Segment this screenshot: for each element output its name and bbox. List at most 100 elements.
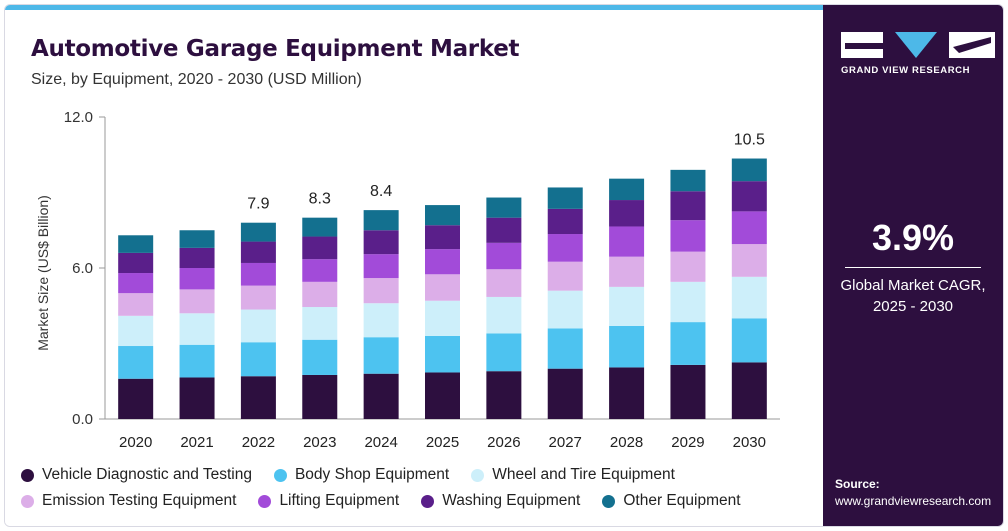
- bar-segment: [425, 249, 460, 275]
- total-value-label: 10.5: [734, 132, 765, 149]
- x-tick-label: 2026: [487, 434, 520, 451]
- bar-segment: [302, 259, 338, 282]
- bar-segment: [363, 373, 399, 419]
- y-tick-label: 6.0: [72, 260, 93, 277]
- bar-segment: [179, 247, 215, 268]
- bar-segment: [547, 187, 583, 209]
- y-tick-label: 12.0: [64, 109, 93, 126]
- bar-segment: [731, 362, 767, 419]
- bar-segment: [486, 242, 522, 270]
- bar-segment: [302, 236, 338, 260]
- bar-segment: [240, 285, 276, 310]
- bar-segment: [425, 335, 460, 373]
- info-sidebar: GRAND VIEW RESEARCH 3.9% Global Market C…: [823, 5, 1003, 526]
- x-tick-label: 2024: [364, 434, 397, 451]
- bar-chart: 0.0 6.0 12.0 Market Size (US$ Billion) 2020 2…: [35, 109, 780, 451]
- source-url: www.grandviewresearch.com: [835, 494, 992, 508]
- bar-segment: [425, 274, 460, 301]
- legend-row: Vehicle Diagnostic and Testing Body Shop …: [21, 462, 821, 488]
- x-tick-label: 2025: [426, 434, 459, 451]
- bar-segment: [486, 217, 522, 243]
- bar-segment: [240, 309, 276, 343]
- chart-title: Automotive Garage Equipment Market: [31, 36, 520, 62]
- total-value-label: 8.3: [309, 191, 331, 208]
- legend-swatch: [21, 468, 34, 482]
- bar-segment: [609, 256, 645, 287]
- bar-segment: [363, 303, 399, 338]
- bar-segment: [670, 322, 706, 365]
- bar-segment: [547, 261, 583, 291]
- bar-segment: [486, 197, 522, 218]
- bar-segment: [731, 211, 767, 245]
- bar-segment: [425, 372, 460, 419]
- cagr-label: Global Market CAGR, 2025 - 2030: [823, 275, 1003, 317]
- bar-segment: [609, 286, 645, 326]
- bar-segment: [609, 367, 645, 419]
- bar-segment: [118, 252, 154, 274]
- x-tick-label: 2028: [610, 434, 643, 451]
- x-tick-label: 2029: [671, 434, 704, 451]
- bar-segment: [179, 268, 215, 290]
- bar-segment: [179, 230, 215, 248]
- infographic-frame: Automotive Garage Equipment Market Size,…: [4, 4, 1004, 527]
- bar-segment: [486, 333, 522, 372]
- bar-segment: [670, 281, 706, 323]
- x-tick-label: 2023: [303, 434, 336, 451]
- bar-segment: [240, 376, 276, 419]
- legend-swatch: [21, 494, 34, 508]
- legend-label: Washing Equipment: [442, 492, 581, 509]
- bar-segment: [425, 300, 460, 336]
- total-value-label: 8.4: [370, 183, 392, 200]
- chart-panel: Automotive Garage Equipment Market Size,…: [5, 10, 823, 526]
- brand-name: GRAND VIEW RESEARCH: [841, 65, 971, 76]
- bar-segment: [547, 290, 583, 329]
- bar-segment: [363, 278, 399, 304]
- x-tick-label: 2021: [180, 434, 213, 451]
- bar-segment: [486, 371, 522, 419]
- bar-segment: [240, 342, 276, 377]
- bar-segment: [179, 313, 215, 345]
- bar-segment: [731, 181, 767, 212]
- legend-label: Lifting Equipment: [279, 492, 400, 509]
- bar-segment: [670, 169, 706, 192]
- bar-segment: [302, 281, 338, 308]
- bar-segment: [547, 368, 583, 419]
- x-tick-label: 2022: [242, 434, 275, 451]
- bar-segment: [547, 208, 583, 235]
- bar-segment: [547, 328, 583, 369]
- bar-segment: [363, 254, 399, 279]
- bar-segment: [118, 346, 154, 379]
- bar-segment: [179, 289, 215, 314]
- x-tick-label: 2030: [733, 434, 766, 451]
- cagr-value: 3.9%: [871, 217, 955, 258]
- bar-segment: [486, 296, 522, 334]
- bar-segment: [302, 374, 338, 419]
- total-value-label: 7.9: [247, 196, 269, 213]
- bar-segment: [302, 339, 338, 375]
- x-tick-label: 2027: [549, 434, 582, 451]
- legend-label: Wheel and Tire Equipment: [492, 466, 675, 483]
- source-label: Source:: [835, 477, 880, 491]
- bar-segment: [118, 378, 154, 419]
- accent-bar: [5, 5, 823, 10]
- bar-segment: [302, 217, 338, 237]
- chart-legend: Vehicle Diagnostic and Testing Body Shop …: [21, 462, 821, 514]
- bar-segment: [302, 307, 338, 340]
- legend-item: Vehicle Diagnostic and Testing: [21, 466, 252, 484]
- bar-segment: [609, 178, 645, 201]
- legend-label: Other Equipment: [623, 492, 741, 509]
- y-axis-label: Market Size (US$ Billion): [35, 195, 51, 351]
- legend-item: Lifting Equipment: [258, 492, 399, 510]
- cagr-label-line2: 2025 - 2030: [872, 298, 954, 315]
- bar-segment: [240, 262, 276, 286]
- legend-item: Wheel and Tire Equipment: [471, 466, 675, 484]
- bar-segment: [670, 220, 706, 252]
- bar-segment: [609, 325, 645, 368]
- bar-segment: [363, 337, 399, 374]
- bar-segment: [731, 276, 767, 319]
- legend-row: Emission Testing Equipment Lifting Equipm…: [21, 488, 821, 514]
- bar-segment: [670, 364, 706, 419]
- legend-item: Body Shop Equipment: [273, 466, 449, 484]
- bar-segment: [547, 234, 583, 262]
- legend-label: Emission Testing Equipment: [42, 492, 237, 509]
